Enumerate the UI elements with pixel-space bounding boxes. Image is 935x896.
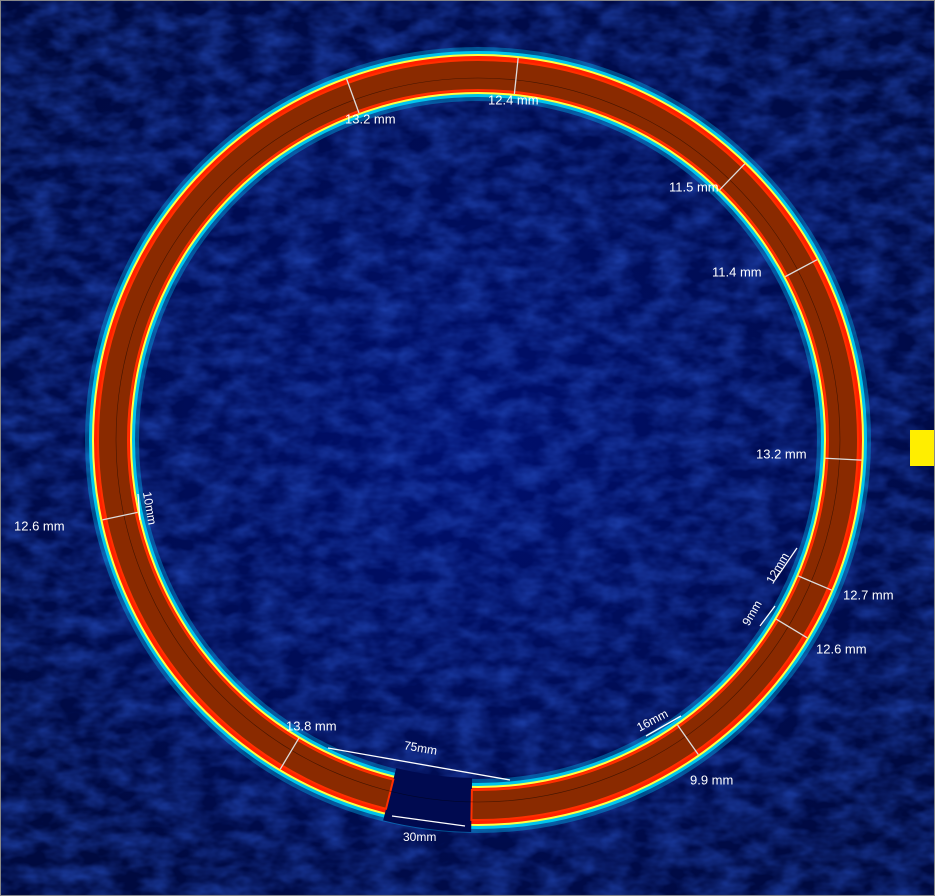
thickness-label: 11.5 mm bbox=[669, 179, 719, 194]
thickness-label: 12.4 mm bbox=[488, 92, 539, 107]
thickness-label: 13.2 mm bbox=[756, 446, 807, 461]
thickness-label: 13.8 mm bbox=[286, 718, 337, 733]
thickness-label: 9.9 mm bbox=[690, 772, 733, 787]
gap-mask bbox=[383, 768, 472, 832]
marker bbox=[910, 430, 935, 466]
thickness-label: 12.6 mm bbox=[816, 641, 867, 656]
thickness-label: 12.7 mm bbox=[843, 587, 894, 602]
thickness-label: 12.6 mm bbox=[14, 518, 65, 533]
thickness-label: 11.4 mm bbox=[712, 264, 762, 279]
scan-view: 12.4 mm 13.2 mm 11.5 mm 11.4 mm 13.2 mm … bbox=[0, 0, 935, 896]
thickness-label: 13.2 mm bbox=[345, 111, 396, 126]
length-label: 30mm bbox=[403, 830, 436, 844]
